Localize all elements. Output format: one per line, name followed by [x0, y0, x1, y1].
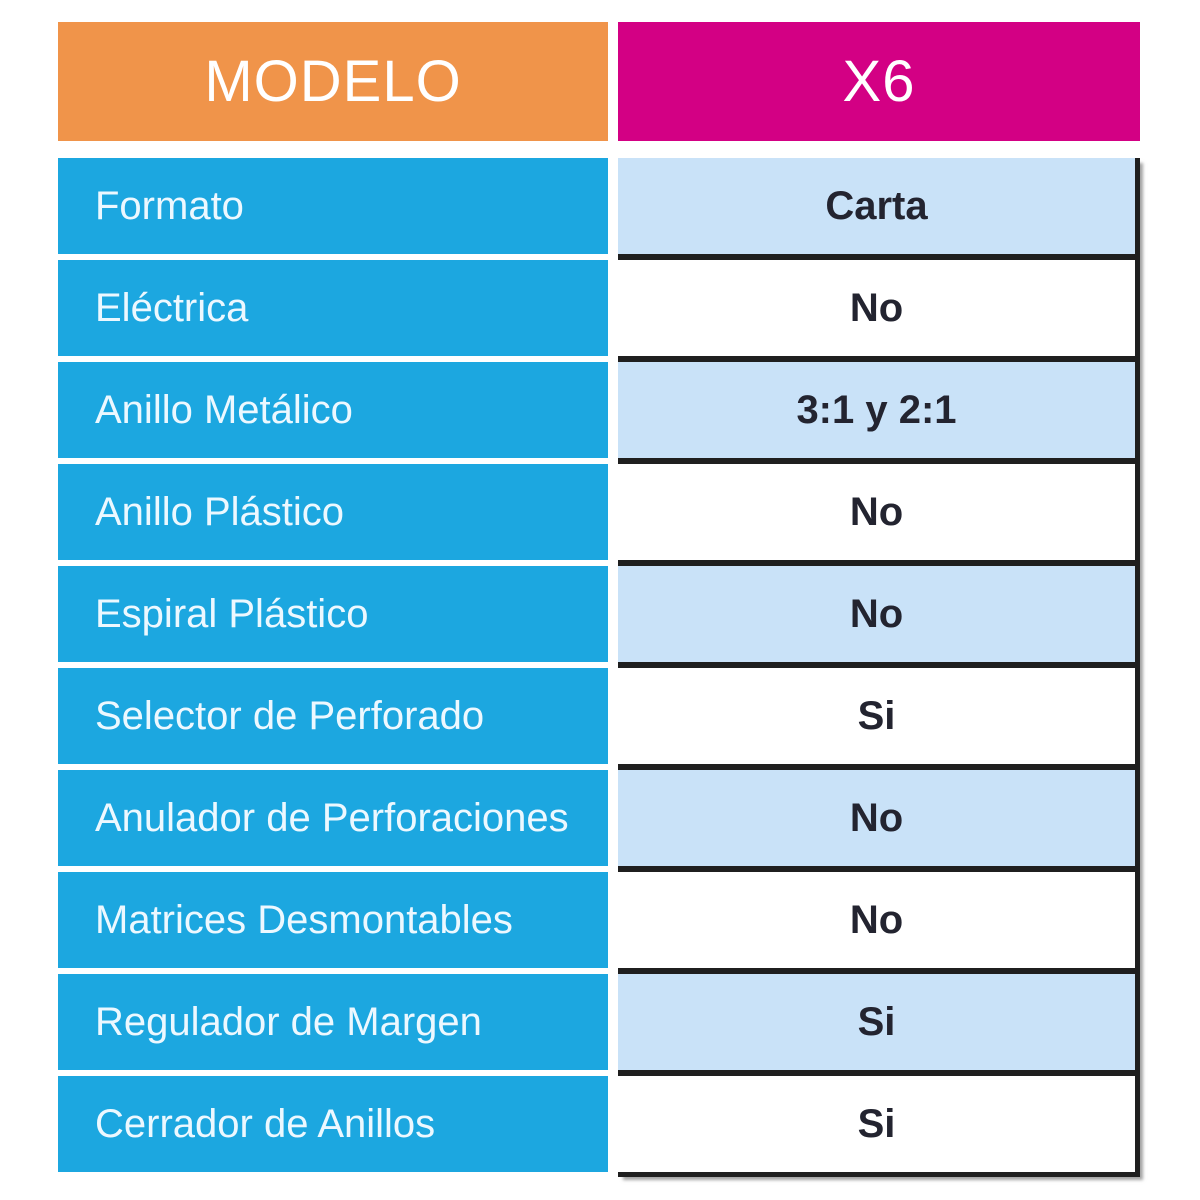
feature-cell: Cerrador de Anillos	[58, 1076, 608, 1172]
feature-value: Si	[857, 693, 896, 738]
feature-label: Espiral Plástico	[95, 591, 369, 636]
feature-value: No	[849, 285, 904, 330]
feature-cell: Anulador de Perforaciones	[58, 770, 608, 866]
value-cell: Si	[618, 1076, 1135, 1172]
feature-label: Matrices Desmontables	[95, 897, 513, 942]
feature-column: MODELO Formato Eléctrica Anillo Metálico An…	[58, 22, 608, 1177]
row-separator	[618, 356, 1135, 362]
model-header-label: MODELO	[204, 49, 462, 114]
value-cell: Si	[618, 974, 1135, 1070]
feature-label: Anulador de Perforaciones	[95, 795, 569, 840]
value-cell: Carta	[618, 158, 1135, 254]
value-cell: No	[618, 566, 1135, 662]
feature-label: Anillo Plástico	[95, 489, 345, 534]
value-cell: No	[618, 872, 1135, 968]
feature-cell: Selector de Perforado	[58, 668, 608, 764]
value-cell: No	[618, 260, 1135, 356]
model-name-header-cell: X6	[618, 22, 1140, 141]
row-separator	[618, 662, 1135, 668]
feature-value: 3:1 y 2:1	[796, 387, 957, 432]
feature-value: Si	[857, 999, 896, 1044]
row-separator	[618, 1070, 1135, 1076]
model-header-cell: MODELO	[58, 22, 608, 141]
feature-label: Cerrador de Anillos	[95, 1101, 436, 1146]
feature-cell: Anillo Metálico	[58, 362, 608, 458]
feature-cell: Matrices Desmontables	[58, 872, 608, 968]
feature-cell: Anillo Plástico	[58, 464, 608, 560]
row-separator	[618, 764, 1135, 770]
value-cell: No	[618, 770, 1135, 866]
feature-label: Regulador de Margen	[95, 999, 482, 1044]
row-separator	[618, 968, 1135, 974]
feature-value: No	[849, 489, 904, 534]
feature-cell: Regulador de Margen	[58, 974, 608, 1070]
value-column: X6 Carta No 3:1 y 2:1 No No Si No No Si Si	[618, 22, 1140, 1177]
feature-cell: Eléctrica	[58, 260, 608, 356]
value-cells: Carta No 3:1 y 2:1 No No Si No No Si Si	[618, 158, 1140, 1177]
row-separator	[618, 560, 1135, 566]
model-name: X6	[842, 49, 916, 114]
value-cell: No	[618, 464, 1135, 560]
feature-label: Formato	[95, 183, 244, 228]
row-separator	[618, 866, 1135, 872]
feature-value: No	[849, 795, 904, 840]
spec-table: MODELO Formato Eléctrica Anillo Metálico An…	[58, 22, 1140, 1177]
feature-cell: Formato	[58, 158, 608, 254]
value-cell: Si	[618, 668, 1135, 764]
feature-value: No	[849, 897, 904, 942]
feature-label: Selector de Perforado	[95, 693, 485, 738]
feature-cell: Espiral Plástico	[58, 566, 608, 662]
feature-label: Anillo Metálico	[95, 387, 353, 432]
feature-cells: Formato Eléctrica Anillo Metálico Anillo Pl…	[58, 158, 608, 1172]
feature-value: Carta	[825, 183, 928, 228]
feature-value: Si	[857, 1101, 896, 1146]
row-separator	[618, 458, 1135, 464]
value-cell: 3:1 y 2:1	[618, 362, 1135, 458]
feature-label: Eléctrica	[95, 285, 249, 330]
row-separator	[618, 254, 1135, 260]
feature-value: No	[849, 591, 904, 636]
